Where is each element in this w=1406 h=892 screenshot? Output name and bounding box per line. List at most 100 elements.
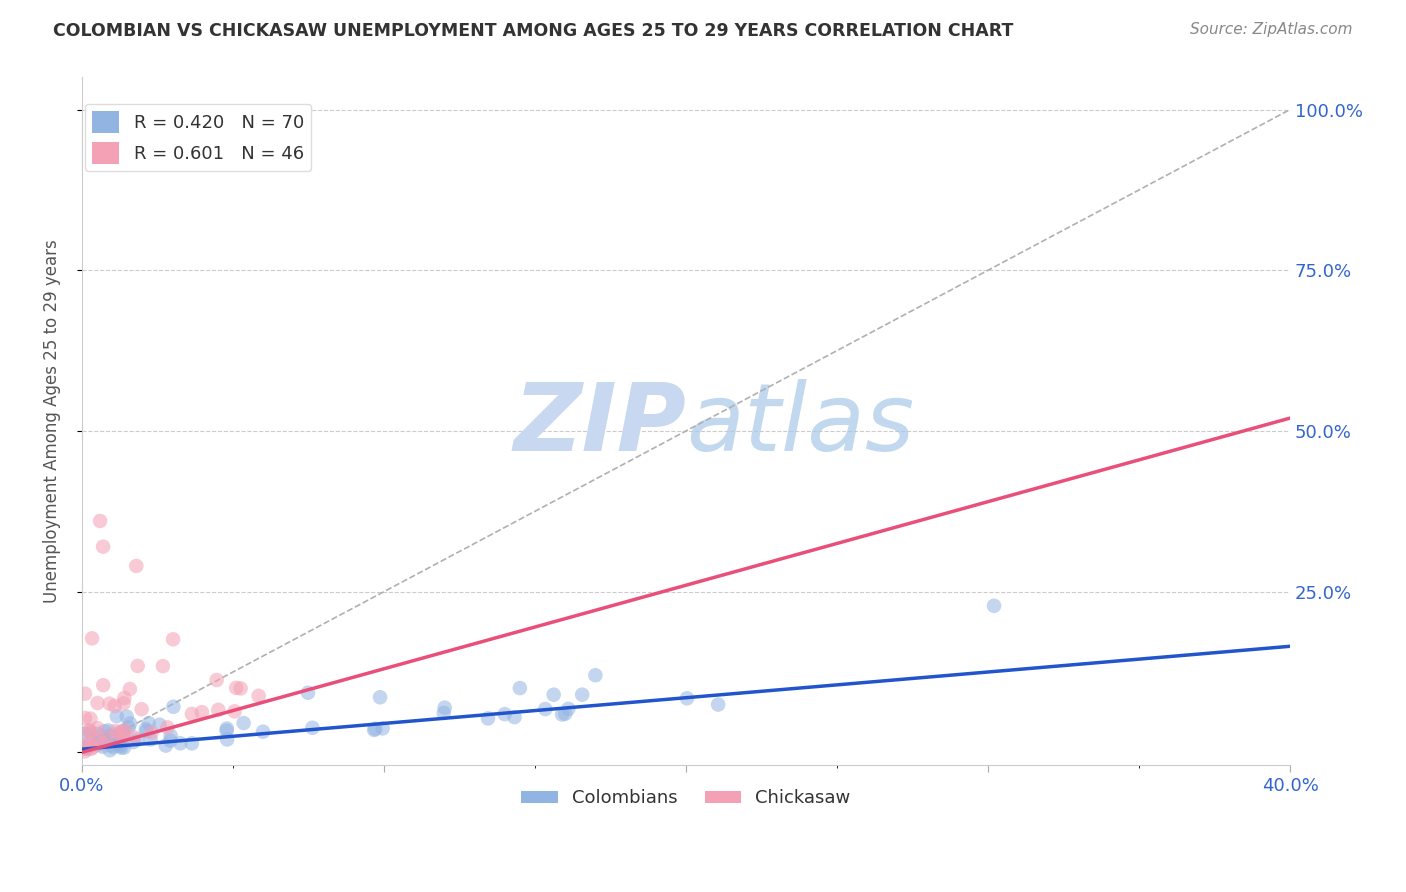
Point xyxy=(98,729,121,743)
Point xyxy=(557,702,579,716)
Point xyxy=(112,740,135,755)
Point xyxy=(105,709,128,723)
Point xyxy=(371,722,394,736)
Point xyxy=(90,737,112,751)
Point xyxy=(156,720,179,734)
Point xyxy=(80,741,103,756)
Point xyxy=(503,710,526,724)
Point xyxy=(77,735,100,749)
Point xyxy=(363,723,385,737)
Point xyxy=(115,709,138,723)
Point xyxy=(76,742,98,756)
Point xyxy=(101,740,124,755)
Point xyxy=(155,739,177,753)
Point xyxy=(110,740,132,755)
Point xyxy=(217,732,239,747)
Point xyxy=(87,727,110,741)
Point xyxy=(86,738,108,752)
Point xyxy=(122,735,145,749)
Point xyxy=(162,699,184,714)
Point xyxy=(534,702,557,716)
Point xyxy=(100,739,122,753)
Point xyxy=(98,697,121,711)
Point xyxy=(93,724,115,739)
Point xyxy=(554,706,576,721)
Point xyxy=(149,717,172,731)
Point xyxy=(543,688,565,702)
Point xyxy=(107,726,129,740)
Point xyxy=(118,716,141,731)
Point xyxy=(433,706,456,720)
Point xyxy=(112,691,135,706)
Point xyxy=(79,724,101,739)
Point xyxy=(98,743,121,757)
Point xyxy=(73,744,96,758)
Point xyxy=(707,698,730,712)
Point xyxy=(232,716,254,731)
Point xyxy=(139,732,162,747)
Point xyxy=(104,724,127,739)
Point xyxy=(191,705,214,719)
Point xyxy=(676,691,699,706)
Point xyxy=(73,687,96,701)
Point xyxy=(111,729,134,743)
Point xyxy=(86,696,108,710)
Point xyxy=(138,716,160,731)
Legend: Colombians, Chickasaw: Colombians, Chickasaw xyxy=(515,782,858,814)
Point xyxy=(509,681,531,695)
Point xyxy=(79,726,101,740)
Point xyxy=(180,706,202,721)
Point xyxy=(98,731,121,745)
Point xyxy=(75,740,97,755)
Point xyxy=(111,723,134,738)
Point xyxy=(73,727,96,741)
Point xyxy=(97,723,120,738)
Point xyxy=(127,659,149,673)
Point xyxy=(73,711,96,725)
Point xyxy=(141,725,163,739)
Point xyxy=(571,688,593,702)
Point xyxy=(152,659,174,673)
Point xyxy=(224,705,246,719)
Point xyxy=(118,721,141,735)
Point xyxy=(477,711,499,725)
Point xyxy=(89,514,111,528)
Point xyxy=(125,558,148,573)
Text: atlas: atlas xyxy=(686,379,914,470)
Point xyxy=(91,739,114,754)
Point xyxy=(76,740,98,755)
Point xyxy=(84,737,107,751)
Point xyxy=(80,738,103,752)
Point xyxy=(135,722,157,736)
Point xyxy=(108,736,131,750)
Point xyxy=(583,668,606,682)
Text: COLOMBIAN VS CHICKASAW UNEMPLOYMENT AMONG AGES 25 TO 29 YEARS CORRELATION CHART: COLOMBIAN VS CHICKASAW UNEMPLOYMENT AMON… xyxy=(53,22,1014,40)
Point xyxy=(108,739,131,753)
Point xyxy=(551,707,574,722)
Point xyxy=(79,723,101,737)
Point xyxy=(104,698,127,713)
Point xyxy=(122,731,145,745)
Point xyxy=(91,540,114,554)
Point xyxy=(131,702,153,716)
Point xyxy=(82,740,104,755)
Point xyxy=(107,736,129,750)
Point xyxy=(87,731,110,745)
Point xyxy=(86,721,108,735)
Point xyxy=(91,678,114,692)
Point xyxy=(159,733,181,747)
Point xyxy=(215,722,238,736)
Point xyxy=(301,721,323,735)
Point xyxy=(112,725,135,739)
Point xyxy=(252,724,274,739)
Point xyxy=(127,732,149,747)
Point xyxy=(169,736,191,750)
Point xyxy=(229,681,252,696)
Point xyxy=(112,697,135,711)
Point xyxy=(135,724,157,739)
Point xyxy=(159,729,181,743)
Point xyxy=(364,722,387,736)
Text: Source: ZipAtlas.com: Source: ZipAtlas.com xyxy=(1189,22,1353,37)
Point xyxy=(73,739,96,754)
Point xyxy=(180,736,202,750)
